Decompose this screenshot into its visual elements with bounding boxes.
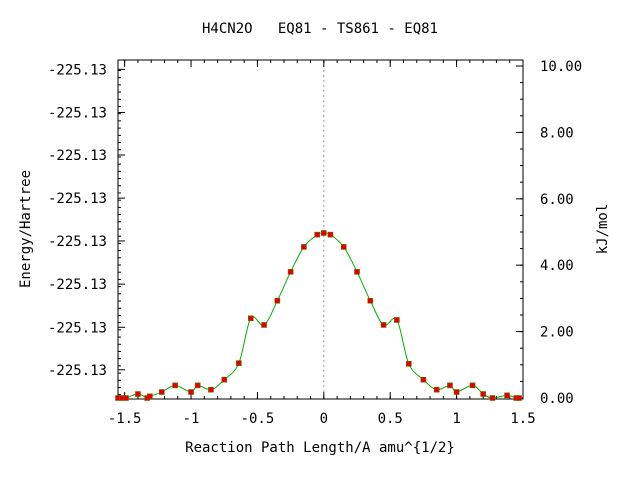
energy-curve [118, 232, 520, 399]
y2-axis-label: kJ/mol [595, 204, 611, 255]
data-point [489, 395, 496, 401]
data-point [236, 360, 242, 366]
chart-title: H4CN2O EQ81 - TS861 - EQ81 [202, 21, 438, 37]
y2-tick-label: 10.00 [540, 59, 582, 75]
data-point [247, 315, 254, 322]
y-tick-label: -225.13 [48, 191, 107, 207]
data-point [208, 386, 214, 393]
x-tick-label: 0.5 [378, 411, 403, 427]
data-point [221, 376, 228, 383]
data-markers [115, 230, 522, 401]
y-tick-label: -225.13 [48, 320, 107, 336]
data-point [447, 382, 453, 389]
data-point [354, 269, 360, 275]
data-point [394, 317, 400, 323]
data-point [301, 244, 307, 250]
data-point [516, 395, 522, 401]
x-tick-label: 1 [452, 411, 460, 427]
data-point [194, 382, 201, 389]
x-axis-label: Reaction Path Length/A amu^{1/2} [185, 440, 455, 456]
x-tick-label: 1.5 [510, 411, 535, 427]
data-point [147, 393, 153, 400]
data-point [480, 391, 486, 397]
data-point [406, 361, 412, 367]
data-point [159, 389, 165, 395]
data-point [367, 297, 374, 304]
data-point [321, 230, 327, 236]
data-point [314, 231, 320, 238]
data-point [274, 297, 281, 304]
data-point [261, 322, 267, 328]
data-point [504, 392, 510, 399]
x-tick-label: -0.5 [241, 411, 275, 427]
data-point [327, 231, 334, 238]
y2-tick-labels: 0.00 2.00 4.00 6.00 8.00 10.00 [540, 59, 582, 407]
y2-tick-label: 6.00 [540, 192, 574, 208]
axis-ticks [118, 60, 524, 399]
x-tick-labels: -1.5 -1 -0.5 0 0.5 1 1.5 [108, 411, 536, 427]
x-tick-label: -1.5 [108, 411, 142, 427]
y-tick-label: -225.13 [48, 62, 107, 78]
x-tick-label: 0 [320, 411, 328, 427]
data-point [123, 395, 129, 401]
data-point [380, 322, 387, 328]
data-point [420, 376, 427, 383]
data-point [340, 244, 347, 250]
data-point [453, 389, 460, 395]
y2-tick-label: 4.00 [540, 258, 574, 274]
y2-tick-label: 2.00 [540, 325, 574, 341]
y-tick-label: -225.13 [48, 234, 107, 250]
y2-tick-label: 0.00 [540, 391, 574, 407]
data-point [172, 382, 178, 389]
data-point [287, 269, 294, 275]
x-tick-label: -1 [183, 411, 200, 427]
data-point [433, 386, 440, 393]
data-point [469, 382, 476, 389]
y-tick-label: -225.13 [48, 148, 107, 164]
y2-tick-label: 8.00 [540, 125, 574, 141]
y-tick-labels: -225.13 -225.13 -225.13 -225.13 -225.13 -225.… [48, 62, 107, 378]
y-axis-label: Energy/Hartree [18, 170, 34, 288]
y-tick-label: -225.13 [48, 277, 107, 293]
y-tick-label: -225.13 [48, 363, 107, 379]
y-tick-label: -225.13 [48, 105, 107, 121]
plot-frame [117, 59, 524, 400]
data-point [135, 391, 141, 397]
data-point [188, 389, 194, 395]
